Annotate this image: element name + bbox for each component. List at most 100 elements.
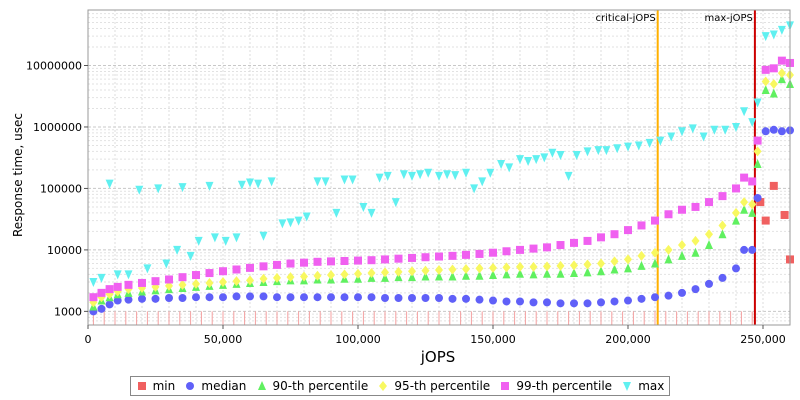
data-point (651, 258, 659, 268)
data-point (475, 270, 484, 280)
data-point (259, 231, 268, 241)
data-point (348, 175, 357, 185)
data-point (462, 168, 470, 178)
data-point (435, 271, 443, 281)
data-point (302, 212, 311, 222)
data-point (651, 293, 659, 302)
data-point (232, 233, 241, 243)
data-point (300, 258, 308, 267)
data-point (135, 185, 144, 195)
data-point (688, 124, 697, 134)
data-point (178, 279, 187, 290)
data-point (637, 294, 646, 303)
data-point (478, 177, 487, 187)
data-point (502, 269, 511, 279)
data-point (570, 299, 578, 308)
legend-item: min (136, 379, 175, 393)
data-point (502, 247, 511, 256)
data-point (777, 68, 786, 79)
data-point (219, 277, 227, 288)
data-point (748, 118, 757, 128)
data-point (777, 74, 786, 84)
data-point (656, 136, 665, 146)
data-point (421, 271, 430, 281)
data-point (340, 293, 349, 302)
data-point (300, 271, 308, 282)
data-point (286, 293, 295, 302)
data-point (624, 263, 632, 273)
legend-marker-icon (186, 382, 195, 390)
data-point (359, 202, 368, 212)
data-point (221, 236, 230, 246)
data-point (777, 127, 786, 136)
data-point (678, 127, 686, 137)
data-point (313, 177, 322, 187)
series-max (89, 21, 794, 288)
legend-marker-icon (379, 381, 388, 391)
data-point (462, 250, 470, 259)
data-point (448, 271, 457, 281)
data-point (246, 263, 254, 272)
data-point (610, 256, 619, 267)
data-point (705, 279, 713, 288)
data-point (237, 180, 246, 190)
data-point (300, 293, 308, 302)
x-tick-label: 0 (85, 333, 92, 346)
data-point (502, 262, 511, 273)
y-tick-label: 100000 (40, 182, 82, 195)
data-point (273, 260, 281, 269)
data-point (286, 272, 295, 283)
data-point (748, 245, 757, 254)
series-95-th-percentile (89, 68, 794, 308)
data-point (624, 296, 632, 305)
data-point (232, 292, 241, 301)
data-point (597, 233, 605, 242)
data-point (529, 244, 538, 253)
data-point (678, 250, 686, 260)
data-point (664, 291, 673, 300)
data-point (313, 293, 322, 302)
data-point (246, 178, 254, 188)
data-point (394, 266, 403, 277)
data-point (381, 293, 389, 302)
legend-item: 95-th percentile (377, 379, 490, 393)
x-tick-label: 50,000 (204, 333, 243, 346)
data-point (286, 218, 295, 228)
data-point (138, 278, 146, 287)
data-point (780, 210, 789, 219)
marker-label: critical-jOPS (596, 13, 656, 24)
data-point (543, 268, 551, 278)
data-point (516, 297, 524, 306)
legend-item: 90-th percentile (256, 379, 368, 393)
data-point (448, 251, 457, 260)
data-point (710, 125, 719, 135)
data-point (219, 267, 227, 276)
data-point (435, 265, 443, 276)
data-point (354, 293, 362, 302)
data-point (594, 146, 603, 156)
data-point (97, 288, 106, 297)
data-point (232, 265, 241, 274)
data-point (740, 197, 749, 208)
x-axis-title: jOPS (420, 348, 456, 366)
legend-swatch (186, 382, 195, 390)
data-point (451, 171, 460, 181)
data-point (89, 278, 98, 288)
data-point (570, 260, 578, 271)
data-point (732, 122, 740, 132)
data-point (777, 25, 786, 35)
data-point (124, 295, 133, 304)
legend-marker-icon (137, 382, 146, 390)
data-point (340, 269, 349, 280)
data-point (105, 300, 114, 309)
data-point (340, 175, 349, 185)
data-point (634, 141, 643, 151)
legend-marker-icon (623, 382, 632, 391)
data-point (259, 292, 268, 301)
data-point (192, 278, 200, 289)
series-layer (89, 21, 794, 316)
data-point (556, 260, 565, 271)
data-point (761, 127, 770, 136)
data-point (529, 269, 538, 279)
